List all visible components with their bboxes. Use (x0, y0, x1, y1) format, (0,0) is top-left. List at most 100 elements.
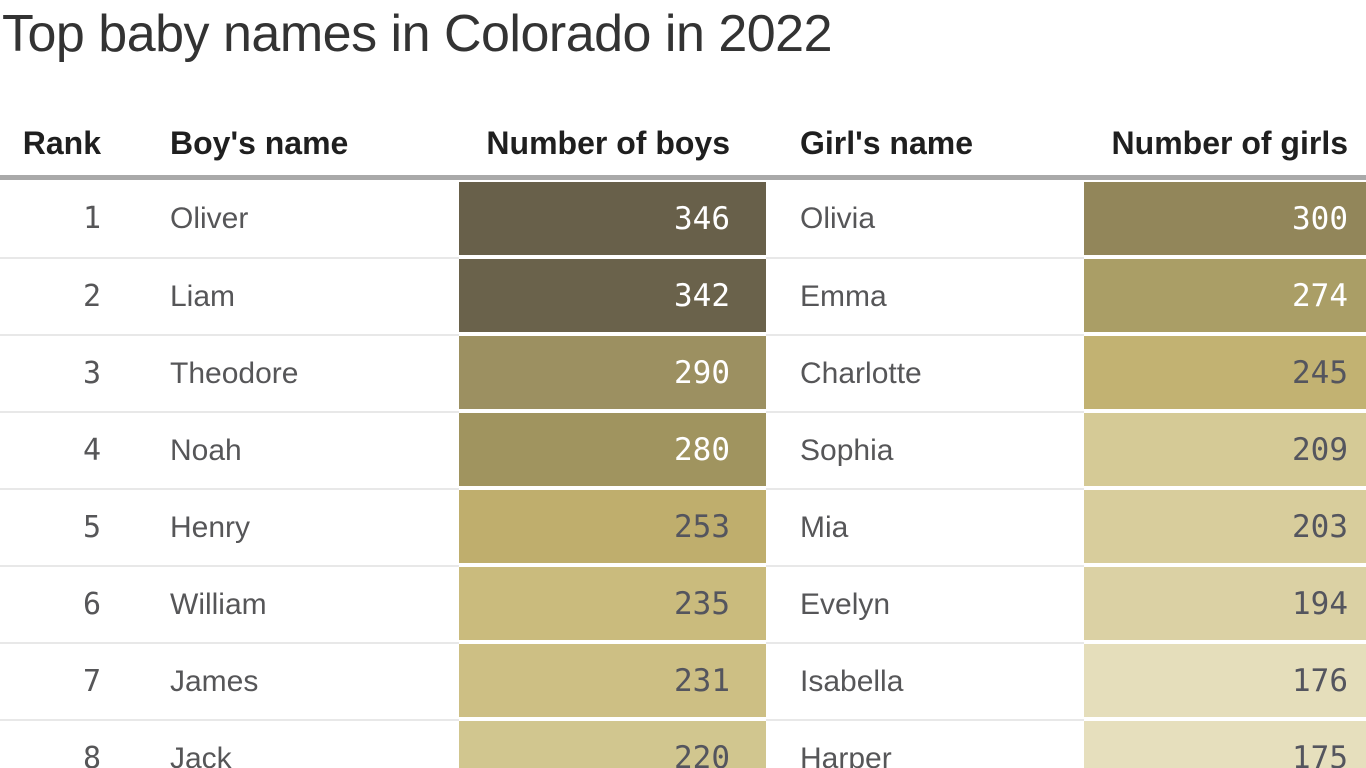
girl-name: Isabella (800, 664, 904, 698)
boy-name-cell: Noah (103, 411, 459, 488)
girls-count-cell: 176 (1084, 642, 1366, 719)
boys-heat-swatch: 253 (459, 490, 766, 563)
girl-name: Charlotte (800, 356, 922, 390)
boys-count-value: 235 (674, 585, 730, 622)
boys-count-cell: 220 (459, 719, 766, 768)
girl-name-cell: Olivia (766, 180, 1084, 257)
boys-heat-swatch: 290 (459, 336, 766, 409)
boys-count-cell: 342 (459, 257, 766, 334)
rank-value: 7 (82, 664, 101, 699)
boy-name-cell: Henry (103, 488, 459, 565)
girl-name: Sophia (800, 433, 894, 467)
boy-name: William (170, 587, 267, 621)
girls-count-cell: 245 (1084, 334, 1366, 411)
boys-count-value: 220 (674, 739, 730, 768)
girls-count-value: 175 (1292, 739, 1348, 768)
boys-count-value: 280 (674, 431, 730, 468)
girls-count-value: 274 (1292, 277, 1348, 314)
boy-name-cell: James (103, 642, 459, 719)
boys-count-cell: 290 (459, 334, 766, 411)
girls-heat-swatch: 274 (1084, 259, 1366, 332)
boys-count-cell: 280 (459, 411, 766, 488)
rank-value: 4 (82, 433, 101, 468)
boys-count-cell: 231 (459, 642, 766, 719)
table-row: 2 Liam 342 Emma 274 (0, 257, 1366, 334)
boys-count-value: 346 (674, 200, 730, 237)
table-row: 5 Henry 253 Mia 203 (0, 488, 1366, 565)
boys-count-cell: 235 (459, 565, 766, 642)
table-row: 4 Noah 280 Sophia 209 (0, 411, 1366, 488)
boy-name: Oliver (170, 201, 249, 235)
rank-cell: 7 (0, 642, 103, 719)
girl-name-cell: Charlotte (766, 334, 1084, 411)
girls-count-cell: 209 (1084, 411, 1366, 488)
boys-count-value: 253 (674, 508, 730, 545)
table-row: 7 James 231 Isabella 176 (0, 642, 1366, 719)
girls-count-value: 209 (1292, 431, 1348, 468)
girls-count-value: 245 (1292, 354, 1348, 391)
girls-heat-swatch: 203 (1084, 490, 1366, 563)
girls-heat-swatch: 209 (1084, 413, 1366, 486)
girl-name: Olivia (800, 201, 876, 235)
girls-count-cell: 274 (1084, 257, 1366, 334)
boy-name: Jack (170, 741, 232, 768)
rank-value: 8 (82, 741, 101, 768)
girls-count-cell: 300 (1084, 180, 1366, 257)
boys-count-value: 342 (674, 277, 730, 314)
girl-name-cell: Isabella (766, 642, 1084, 719)
girl-name: Emma (800, 279, 887, 313)
table-row: 1 Oliver 346 Olivia 300 (0, 180, 1366, 257)
boys-heat-swatch: 231 (459, 644, 766, 717)
girls-count-cell: 175 (1084, 719, 1366, 768)
boy-name: Noah (170, 433, 242, 467)
boy-name-cell: William (103, 565, 459, 642)
column-header-number-of-girls: Number of girls (1111, 125, 1348, 161)
girls-heat-swatch: 176 (1084, 644, 1366, 717)
girl-name-cell: Harper (766, 719, 1084, 768)
boys-heat-swatch: 342 (459, 259, 766, 332)
boys-heat-swatch: 346 (459, 182, 766, 255)
girls-heat-swatch: 300 (1084, 182, 1366, 255)
boy-name: Liam (170, 279, 236, 313)
girl-name-cell: Mia (766, 488, 1084, 565)
rank-value: 2 (82, 279, 101, 314)
girls-count-value: 300 (1292, 200, 1348, 237)
girl-name: Harper (800, 741, 892, 768)
boy-name: Theodore (170, 356, 299, 390)
boy-name-cell: Jack (103, 719, 459, 768)
girls-count-cell: 194 (1084, 565, 1366, 642)
table-body: 1 Oliver 346 Olivia 300 2 Liam 342 (0, 180, 1366, 768)
girls-heat-swatch: 194 (1084, 567, 1366, 640)
boy-name-cell: Oliver (103, 180, 459, 257)
girls-count-cell: 203 (1084, 488, 1366, 565)
chart-title: Top baby names in Colorado in 2022 (2, 5, 833, 63)
girl-name-cell: Evelyn (766, 565, 1084, 642)
table-header-row: Rank Boy's name Number of boys Girl's na… (0, 64, 1366, 175)
column-header-number-of-boys: Number of boys (486, 125, 730, 161)
boys-heat-swatch: 220 (459, 721, 766, 768)
boys-count-cell: 253 (459, 488, 766, 565)
header-divider (0, 175, 1366, 180)
rank-cell: 1 (0, 180, 103, 257)
girls-heat-swatch: 175 (1084, 721, 1366, 768)
rank-value: 6 (82, 587, 101, 622)
table-row: 6 William 235 Evelyn 194 (0, 565, 1366, 642)
girl-name: Evelyn (800, 587, 891, 621)
boy-name-cell: Liam (103, 257, 459, 334)
girls-count-value: 176 (1292, 662, 1348, 699)
girls-count-value: 194 (1292, 585, 1348, 622)
girl-name-cell: Emma (766, 257, 1084, 334)
girl-name-cell: Sophia (766, 411, 1084, 488)
rank-value: 5 (82, 510, 101, 545)
girl-name: Mia (800, 510, 849, 544)
boys-count-cell: 346 (459, 180, 766, 257)
rank-cell: 8 (0, 719, 103, 768)
boy-name: James (170, 664, 259, 698)
table-row: 3 Theodore 290 Charlotte 245 (0, 334, 1366, 411)
column-header-boy-name: Boy's name (170, 125, 349, 161)
girls-count-value: 203 (1292, 508, 1348, 545)
column-header-rank: Rank (22, 125, 101, 161)
boys-heat-swatch: 280 (459, 413, 766, 486)
boy-name: Henry (170, 510, 251, 544)
